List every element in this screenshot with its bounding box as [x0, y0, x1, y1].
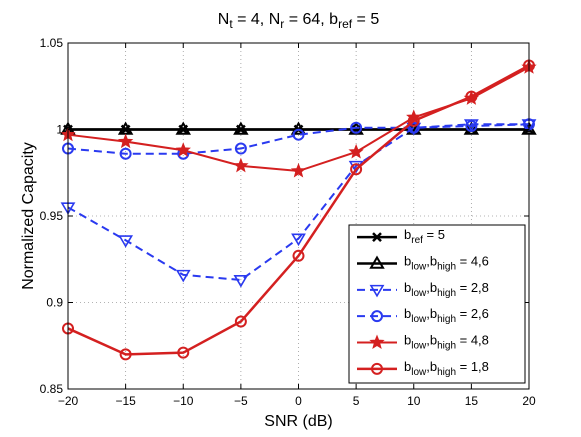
data-point	[175, 121, 191, 135]
y-tick-label: 1.05	[40, 36, 64, 50]
series-line	[67, 64, 530, 356]
x-tick-label: 20	[522, 394, 536, 408]
x-tick-label: 5	[353, 394, 360, 408]
data-point	[234, 142, 247, 155]
legend-label: blow,bhigh = 4,6	[404, 254, 489, 273]
y-tick-label: 0.85	[40, 382, 64, 396]
legend-item: bref = 5	[357, 227, 445, 246]
x-tick-label: −20	[58, 394, 79, 408]
data-point	[407, 121, 420, 134]
x-tick-label: 10	[407, 394, 421, 408]
data-point	[117, 133, 134, 149]
data-point	[234, 315, 247, 328]
data-point	[175, 269, 191, 283]
legend-item: blow,bhigh = 4,6	[357, 254, 489, 273]
data-point	[371, 362, 383, 375]
legend-item: blow,bhigh = 4,8	[357, 333, 489, 352]
data-point	[292, 128, 305, 141]
series-line	[67, 123, 529, 282]
legend-label: bref = 5	[404, 227, 445, 246]
x-tick-label: −15	[115, 394, 136, 408]
legend: bref = 5 blow,bhigh = 4,6 blow,bhigh = 2,8…	[348, 224, 526, 384]
data-point	[119, 348, 132, 361]
legend-label: blow,bhigh = 2,8	[404, 280, 489, 299]
data-point	[463, 121, 480, 135]
y-axis-label: Normalized Capacity	[20, 142, 37, 290]
x-axis-label: SNR (dB)	[264, 413, 332, 430]
data-point	[369, 284, 385, 298]
data-point	[369, 255, 385, 269]
data-point	[465, 120, 478, 133]
data-point	[407, 114, 420, 127]
data-point	[465, 90, 478, 103]
x-tick-label: 15	[465, 394, 479, 408]
legend-label: blow,bhigh = 4,8	[404, 333, 489, 352]
data-point	[118, 235, 134, 248]
data-point	[292, 249, 305, 262]
data-point	[119, 147, 132, 160]
data-point	[290, 162, 307, 178]
y-tick-label: 0.9	[46, 296, 63, 310]
data-point	[233, 157, 249, 173]
legend-item: blow,bhigh = 2,8	[357, 280, 489, 299]
data-point	[233, 121, 249, 135]
x-tick-label: −10	[173, 394, 194, 408]
data-point	[290, 121, 307, 135]
data-point	[177, 346, 190, 359]
data-point	[369, 334, 385, 350]
data-point	[350, 121, 363, 134]
data-point	[372, 232, 382, 243]
series-5	[62, 59, 535, 361]
data-point	[291, 233, 306, 247]
data-point	[233, 275, 249, 288]
data-point	[371, 310, 383, 323]
y-tick-label: 1	[56, 123, 63, 137]
legend-item: blow,bhigh = 2,6	[357, 306, 489, 325]
y-tick-label: 0.95	[40, 209, 64, 223]
legend-item: blow,bhigh = 1,8	[357, 359, 489, 378]
x-tick-label: 0	[295, 394, 302, 408]
data-point	[348, 143, 364, 159]
data-point	[350, 163, 363, 176]
x-tick-label: −5	[234, 394, 248, 408]
data-point	[175, 142, 191, 157]
legend-box	[348, 224, 526, 384]
legend-label: blow,bhigh = 2,6	[404, 306, 489, 325]
legend-label: blow,bhigh = 1,8	[404, 359, 489, 378]
chart-title: Nt = 4, Nr = 64, bref = 5	[218, 11, 380, 31]
